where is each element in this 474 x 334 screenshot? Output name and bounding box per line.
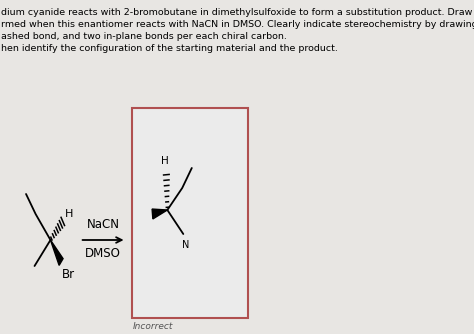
- Bar: [132, 108, 247, 318]
- Text: ashed bond, and two in-plane bonds per each chiral carbon.: ashed bond, and two in-plane bonds per e…: [0, 32, 286, 41]
- Text: H: H: [65, 209, 73, 219]
- Text: rmed when this enantiomer reacts with NaCN in DMSO. Clearly indicate stereochemi: rmed when this enantiomer reacts with Na…: [0, 20, 474, 29]
- Text: Incorrect: Incorrect: [133, 322, 173, 331]
- Text: DMSO: DMSO: [85, 247, 121, 260]
- Text: dium cyanide reacts with 2-bromobutane in dimethylsulfoxide to form a substituti: dium cyanide reacts with 2-bromobutane i…: [0, 8, 474, 17]
- Text: H: H: [161, 156, 169, 166]
- Text: NaCN: NaCN: [87, 218, 119, 231]
- Polygon shape: [50, 240, 63, 266]
- Polygon shape: [152, 209, 167, 219]
- Text: hen identify the configuration of the starting material and the product.: hen identify the configuration of the st…: [0, 44, 337, 53]
- Text: Br: Br: [62, 268, 75, 281]
- Text: N: N: [182, 240, 190, 250]
